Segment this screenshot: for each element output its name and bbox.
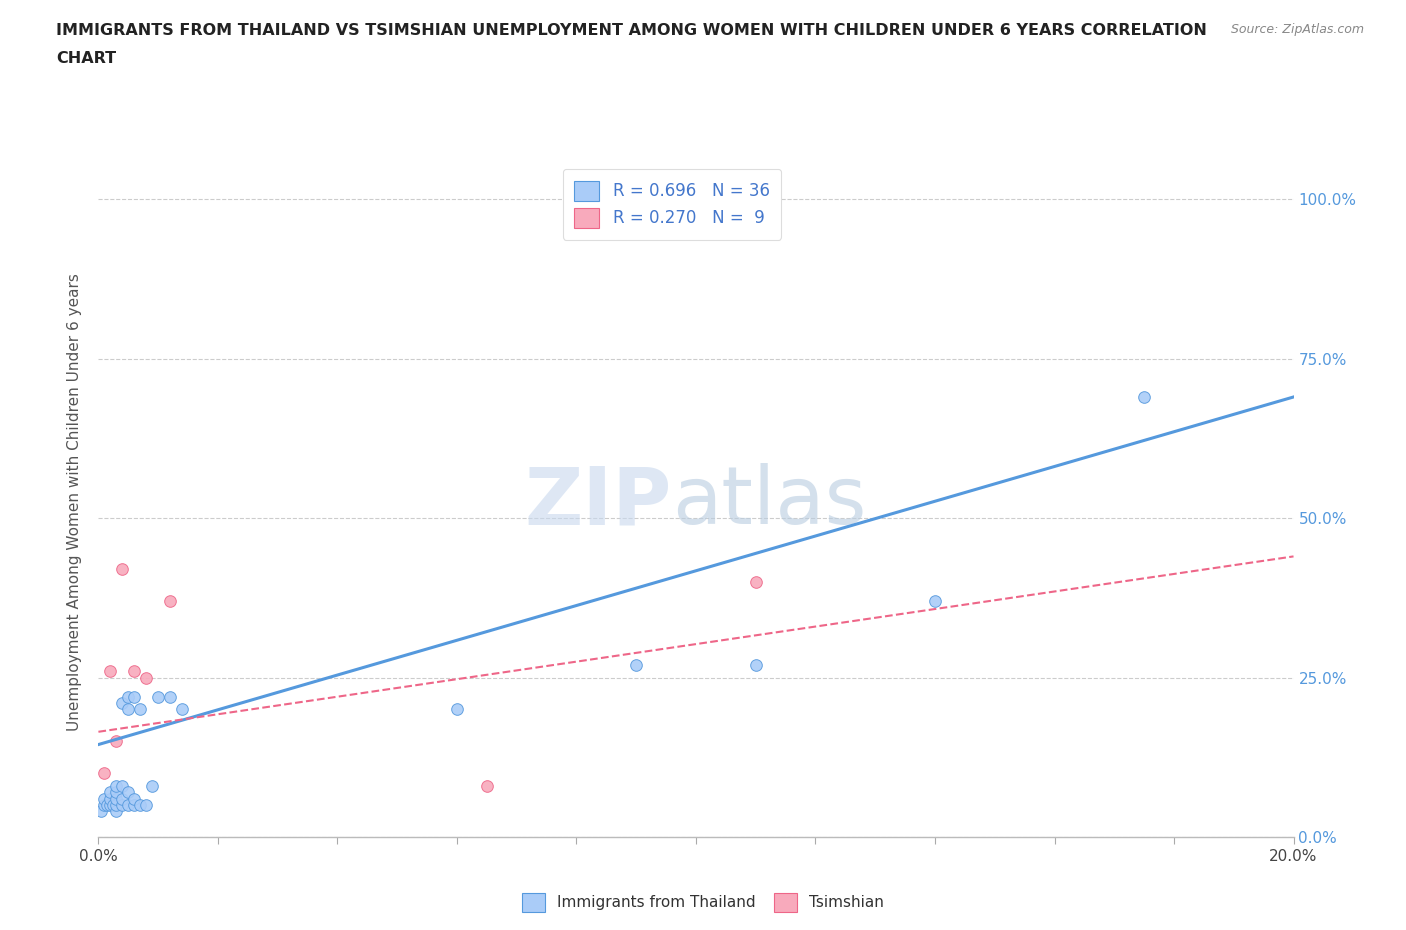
Point [105,804,128,819]
Text: ZIP: ZIP [524,463,672,541]
Point [1133,390,1156,405]
Point [93,791,115,806]
Point [117,689,139,704]
Point [100,664,122,679]
Point [93,765,115,780]
Point [129,702,152,717]
Point [96,798,118,813]
Y-axis label: Unemployment Among Women with Children Under 6 years: Unemployment Among Women with Children U… [67,273,83,731]
Point [626,658,648,672]
Point [924,593,946,608]
Point [129,798,152,813]
Point [111,696,134,711]
Point [124,798,146,813]
Point [124,689,146,704]
Point [117,785,139,800]
Point [105,778,128,793]
Point [111,562,134,577]
Point [100,791,122,806]
Point [135,798,157,813]
Point [111,778,134,793]
Point [159,689,181,704]
Point [103,798,125,813]
Point [93,798,115,813]
Point [100,798,122,813]
Point [172,702,194,717]
Point [745,575,768,590]
Point [100,785,122,800]
Text: IMMIGRANTS FROM THAILAND VS TSIMSHIAN UNEMPLOYMENT AMONG WOMEN WITH CHILDREN UND: IMMIGRANTS FROM THAILAND VS TSIMSHIAN UN… [56,23,1208,38]
Point [117,702,139,717]
Legend: R = 0.696   N = 36, R = 0.270   N =  9: R = 0.696 N = 36, R = 0.270 N = 9 [562,169,782,240]
Point [111,791,134,806]
Point [105,791,128,806]
Point [124,664,146,679]
Text: CHART: CHART [56,51,117,66]
Point [446,702,468,717]
Point [105,785,128,800]
Point [141,778,163,793]
Point [745,658,768,672]
Point [105,798,128,813]
Point [117,798,139,813]
Point [135,671,157,685]
Point [475,778,498,793]
Legend: Immigrants from Thailand, Tsimshian: Immigrants from Thailand, Tsimshian [516,887,890,918]
Point [148,689,170,704]
Point [111,798,134,813]
Point [159,593,181,608]
Point [90,804,112,819]
Point [124,791,146,806]
Text: Source: ZipAtlas.com: Source: ZipAtlas.com [1230,23,1364,36]
Point [105,734,128,749]
Text: atlas: atlas [672,463,866,541]
